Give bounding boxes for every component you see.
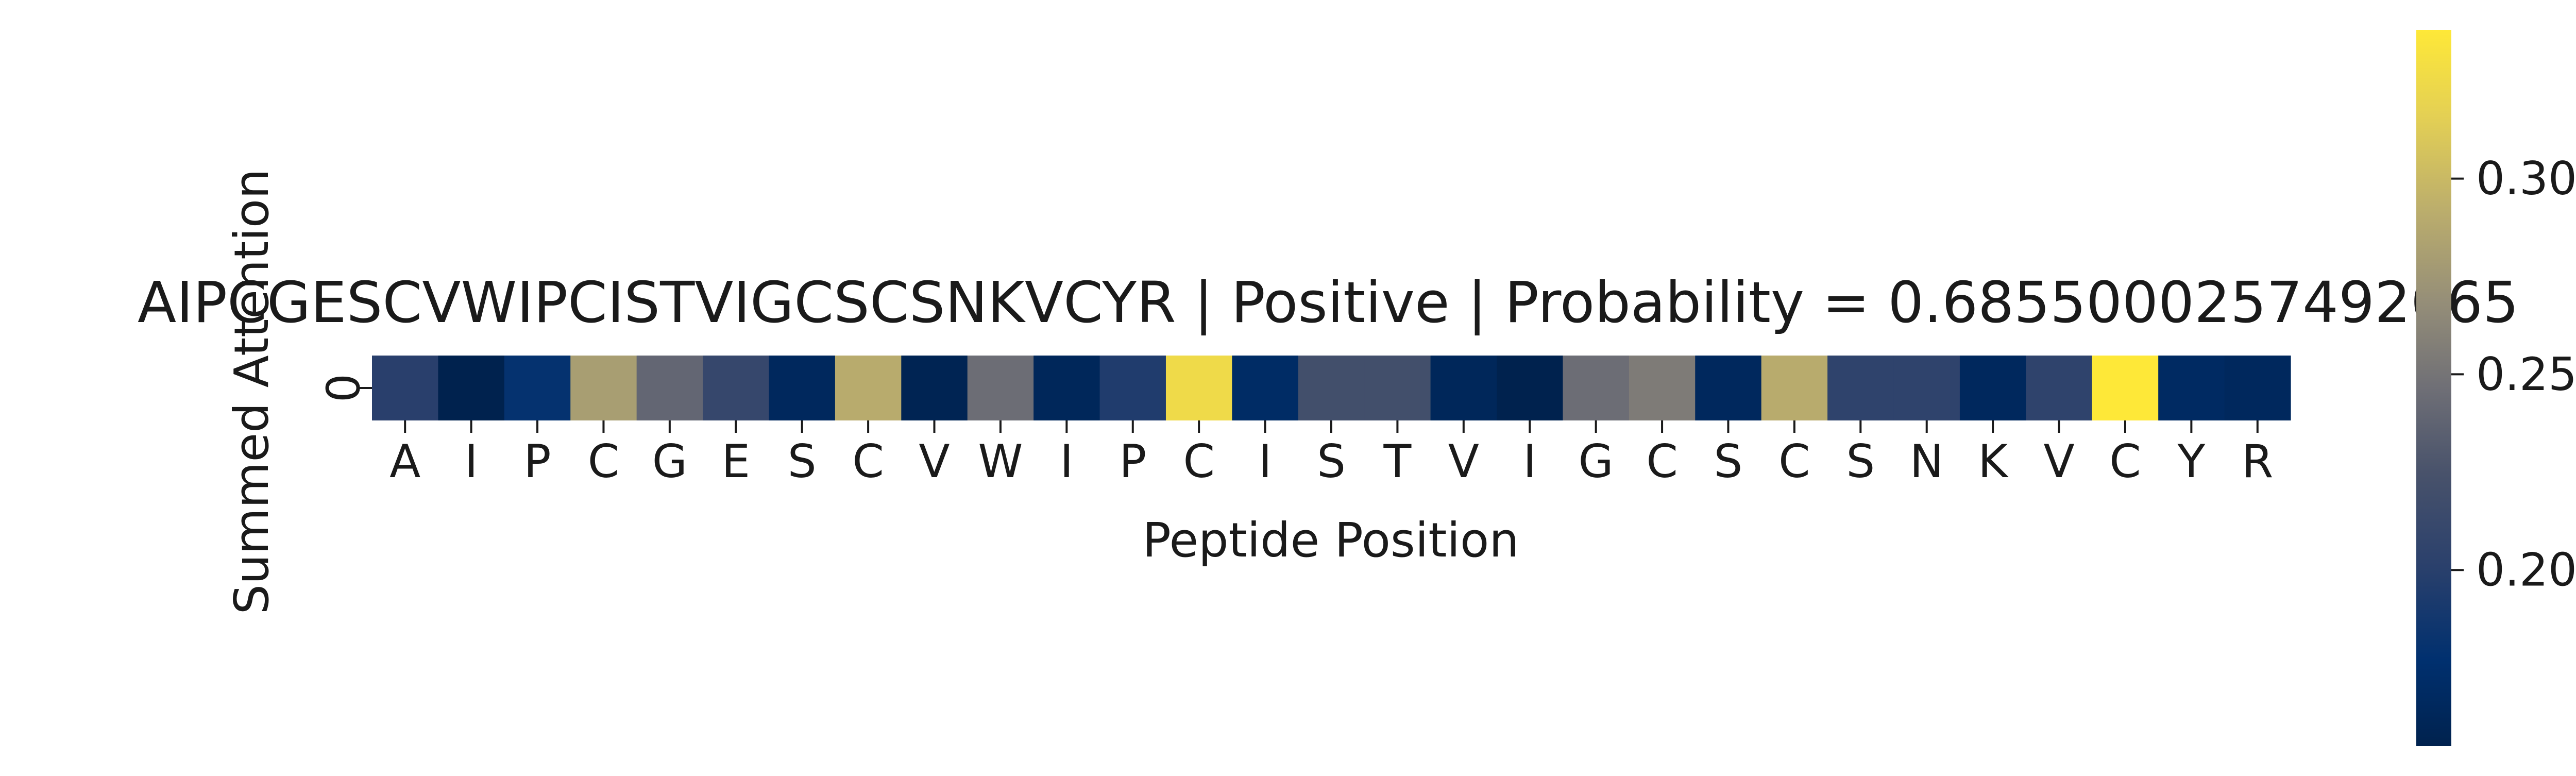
heatmap-cell	[504, 356, 571, 420]
x-tick-label: G	[652, 435, 687, 488]
row-tick-label: 0	[317, 374, 370, 402]
heatmap-cell	[1761, 356, 1828, 420]
x-tick-label: T	[1383, 435, 1412, 488]
heatmap-cell	[1893, 356, 1960, 420]
x-tick-label: G	[1579, 435, 1614, 488]
heatmap-cell	[1497, 356, 1564, 420]
heatmap-cell	[1430, 356, 1497, 420]
heatmap-cell	[1827, 356, 1894, 420]
x-tick-label: Y	[2177, 435, 2205, 488]
heatmap-cell	[1165, 356, 1232, 420]
x-tick-label: R	[2242, 435, 2273, 488]
x-tick-label: C	[2109, 435, 2141, 488]
x-tick-label: S	[1846, 435, 1875, 488]
heatmap-cell	[835, 356, 902, 420]
x-tick-label: I	[1060, 435, 1073, 488]
colorbar	[2416, 30, 2451, 746]
x-tick-label: I	[1259, 435, 1272, 488]
heatmap-cell	[636, 356, 703, 420]
heatmap-cell	[967, 356, 1034, 420]
heatmap-cells	[372, 356, 2291, 420]
y-axis-label: Summed Attention	[224, 169, 279, 615]
heatmap-cell	[570, 356, 637, 420]
chart-title: AIPCGESCVWIPCISTVIGCSCSNKVCYR | Positive…	[138, 269, 2519, 336]
heatmap-cell	[1563, 356, 1630, 420]
x-tick-label: C	[1778, 435, 1810, 488]
x-axis-label: Peptide Position	[1142, 513, 1519, 568]
heatmap-cell	[2158, 356, 2225, 420]
colorbar-tick-label: 0.30	[2476, 152, 2576, 205]
x-tick-label: I	[465, 435, 478, 488]
x-tick-label: I	[1523, 435, 1536, 488]
x-tick-label: P	[1119, 435, 1146, 488]
x-tick-label: P	[523, 435, 551, 488]
x-tick-label: K	[1978, 435, 2009, 488]
heatmap-cell	[1695, 356, 1762, 420]
x-tick-label: V	[2043, 435, 2074, 488]
heatmap-cell	[769, 356, 836, 420]
colorbar-tick-label: 0.20	[2476, 544, 2576, 597]
x-tick-label: V	[919, 435, 950, 488]
x-tick-label: S	[1714, 435, 1743, 488]
x-tick-label: A	[389, 435, 420, 488]
x-tick-label: S	[1317, 435, 1346, 488]
heatmap-cell	[2092, 356, 2159, 420]
heatmap-cell	[901, 356, 968, 420]
x-tick-label: N	[1910, 435, 1944, 488]
heatmap-cell	[372, 356, 439, 420]
heatmap-cell	[1629, 356, 1696, 420]
x-tick-label: W	[978, 435, 1023, 488]
heatmap-cell	[1033, 356, 1100, 420]
heatmap-cell	[2026, 356, 2093, 420]
x-tick-label: C	[588, 435, 619, 488]
colorbar-tick-label: 0.25	[2476, 348, 2576, 401]
heatmap-cell	[1232, 356, 1299, 420]
heatmap-cell	[703, 356, 770, 420]
heatmap-cell	[438, 356, 505, 420]
heatmap-cell	[1959, 356, 2026, 420]
row-axis: 0	[317, 374, 372, 402]
heatmap-cell	[2224, 356, 2291, 420]
x-tick-label: S	[788, 435, 817, 488]
heatmap-cell	[1364, 356, 1431, 420]
x-tick-label: C	[1183, 435, 1214, 488]
x-tick-label: C	[1646, 435, 1677, 488]
heatmap-cell	[1298, 356, 1365, 420]
x-tick-label: C	[852, 435, 884, 488]
x-tick-label: E	[721, 435, 750, 488]
heatmap-cell	[1099, 356, 1166, 420]
colorbar-ticks: 0.20 0.25 0.30	[2451, 152, 2576, 597]
x-tick-label: V	[1448, 435, 1479, 488]
